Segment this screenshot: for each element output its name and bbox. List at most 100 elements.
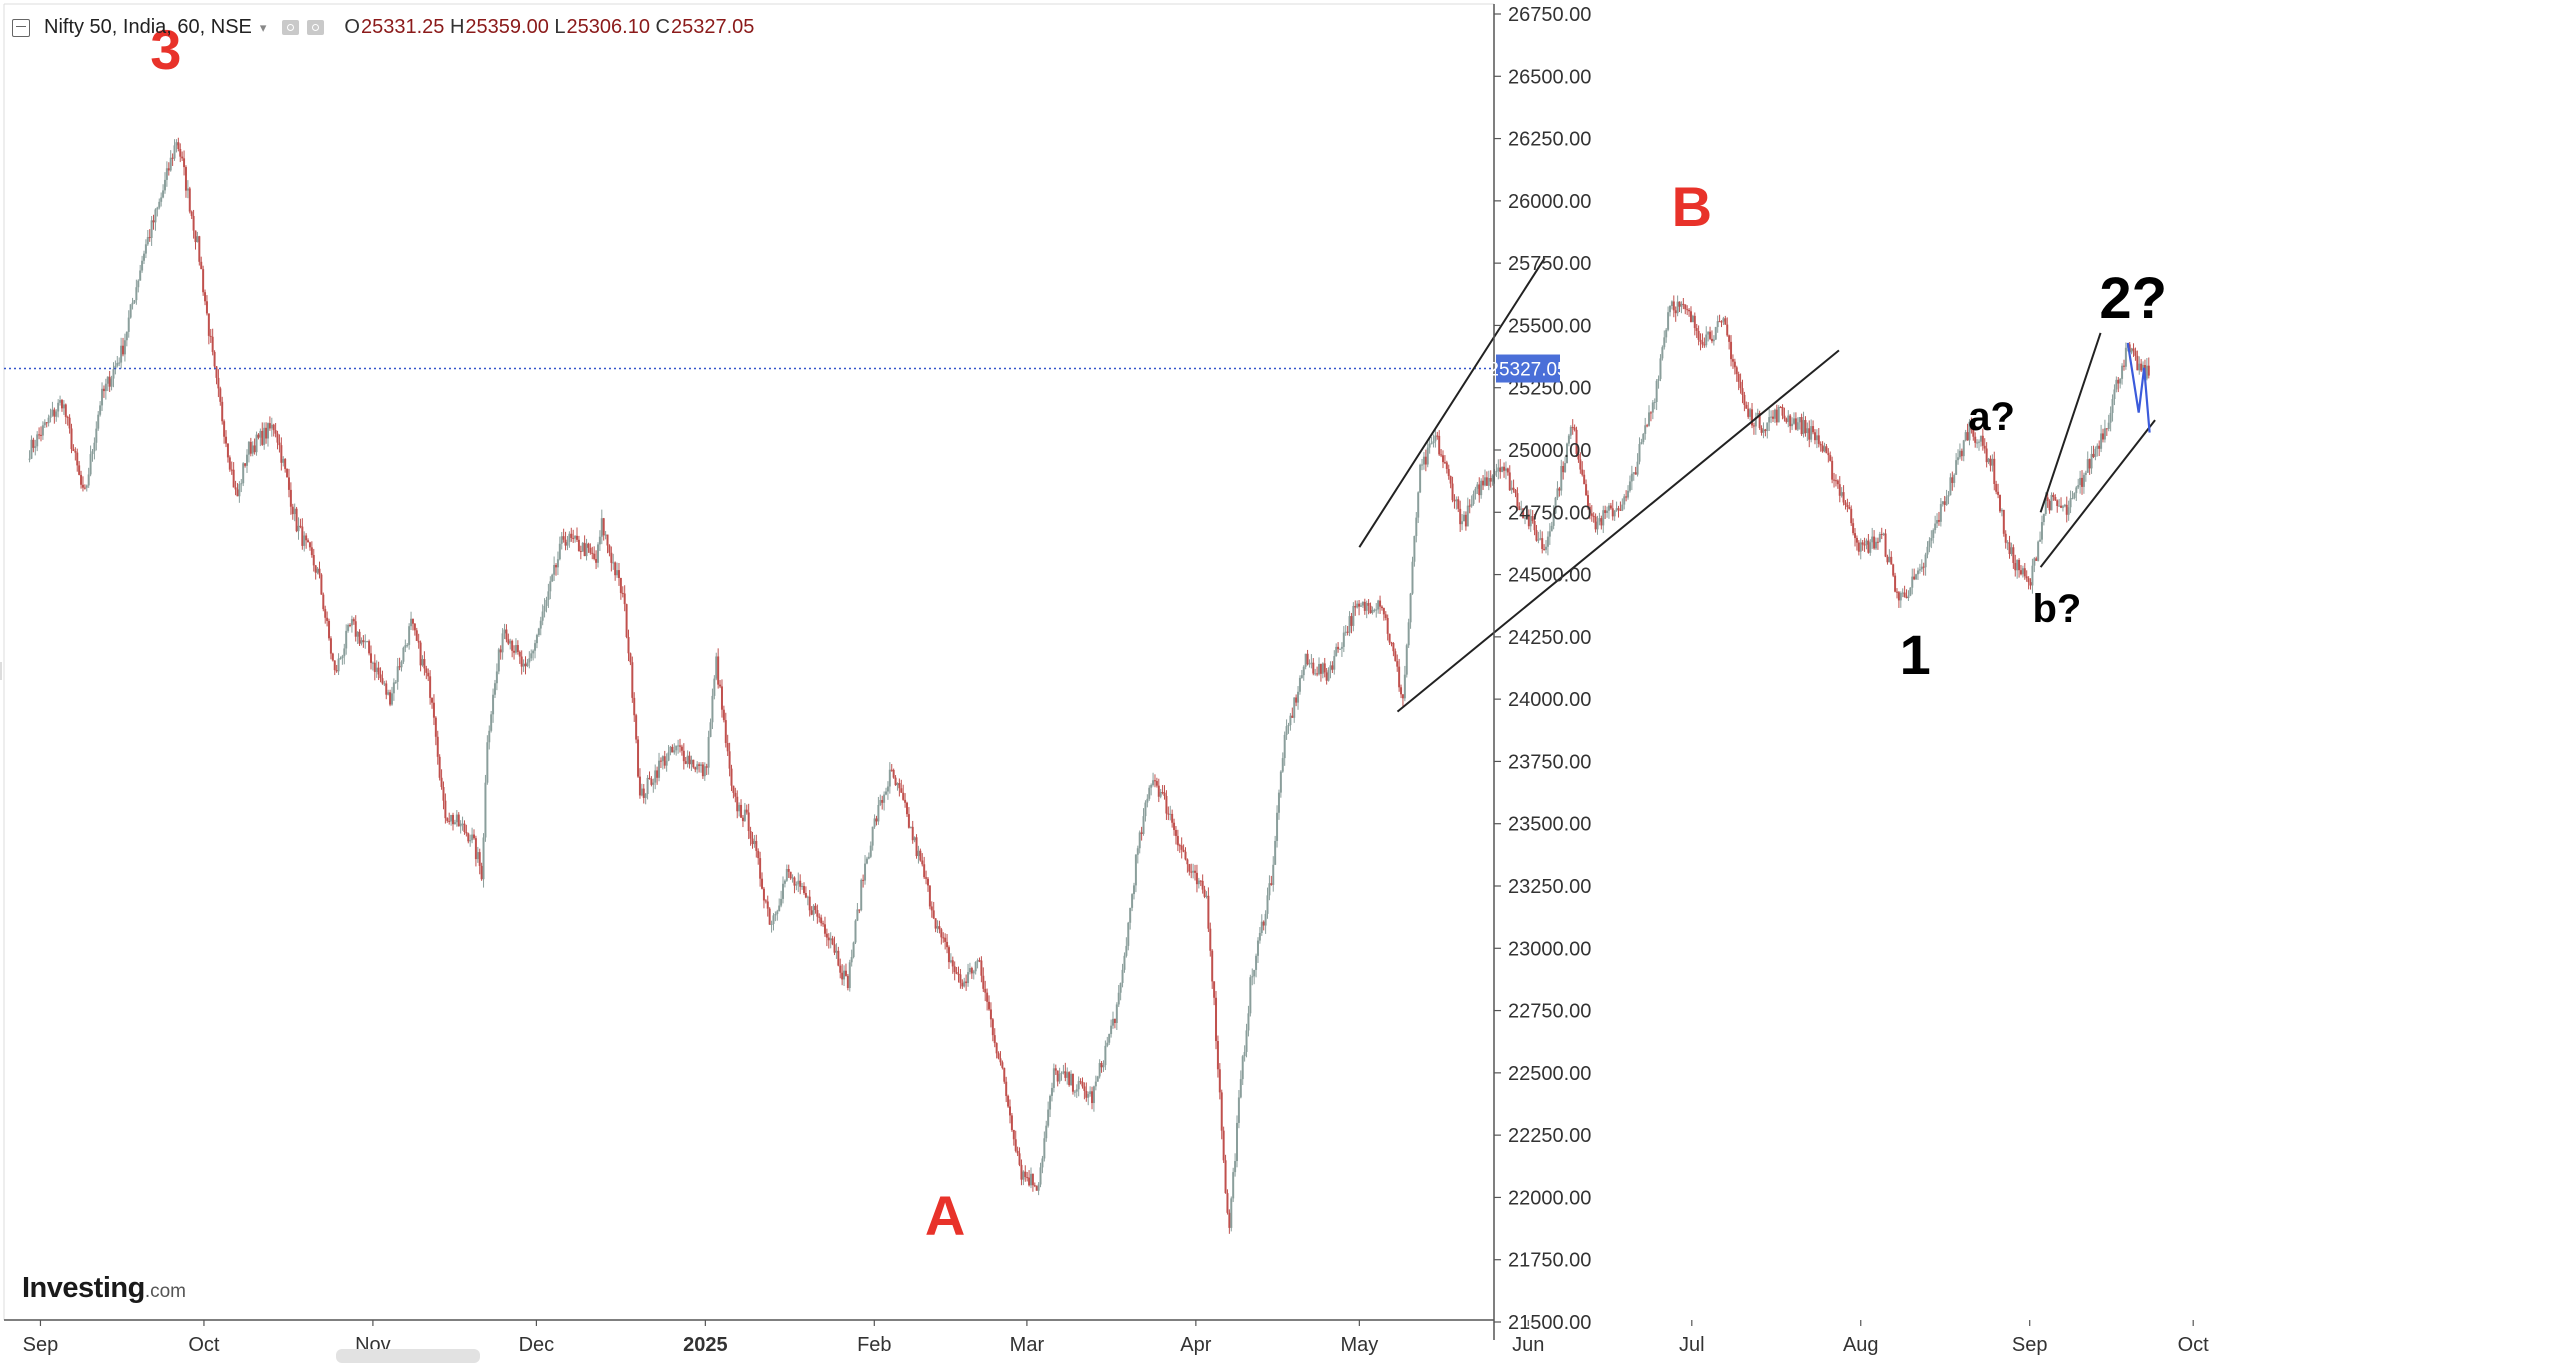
investing-logo[interactable]: Investing.com xyxy=(22,1272,186,1305)
candle-body xyxy=(587,543,590,548)
candle-body xyxy=(858,909,861,911)
candle-body xyxy=(1932,530,1935,538)
candle-body xyxy=(2006,542,2009,544)
candle-body xyxy=(1010,1115,1013,1130)
candle-body xyxy=(1852,523,1855,534)
candle-body xyxy=(1875,541,1878,549)
candle-body xyxy=(1403,674,1406,699)
candle-body xyxy=(1688,309,1691,312)
candle-body xyxy=(617,570,620,578)
wave-label: A xyxy=(925,1184,965,1247)
candle-body xyxy=(2134,350,2137,356)
open-label: O xyxy=(344,16,360,38)
candle-body xyxy=(1388,633,1391,643)
candle-body xyxy=(1062,1071,1065,1073)
projection-path[interactable] xyxy=(2126,342,2151,433)
candle-body xyxy=(1075,1089,1078,1092)
candle-body xyxy=(1947,495,1950,497)
candle-body xyxy=(711,695,714,723)
candle-body xyxy=(686,755,689,764)
candle-body xyxy=(99,405,102,415)
candle-body xyxy=(1476,484,1479,489)
candle-body xyxy=(301,526,304,546)
candle-body xyxy=(850,957,853,963)
candle-body xyxy=(1134,854,1137,886)
candle-body xyxy=(2035,558,2038,561)
candle-body xyxy=(946,941,949,948)
candle-body xyxy=(1810,426,1813,440)
y-tick-label: 24750.00 xyxy=(1508,502,1591,524)
candle-body xyxy=(1300,675,1303,678)
candle-body xyxy=(608,545,611,553)
y-tick-label: 22000.00 xyxy=(1508,1187,1591,1209)
time-scrollbar[interactable] xyxy=(336,1349,480,1363)
candle-body xyxy=(1405,645,1408,675)
candle-body xyxy=(1691,315,1694,323)
candle-body xyxy=(1966,432,1969,441)
candle-body xyxy=(225,436,228,444)
candle-body xyxy=(2138,363,2141,371)
candle-body xyxy=(423,659,426,669)
collapse-icon[interactable] xyxy=(12,18,30,37)
candle-body xyxy=(268,423,271,429)
candle-body xyxy=(1772,416,1775,419)
candle-body xyxy=(806,896,809,898)
candle-body xyxy=(1337,646,1340,650)
candle-body xyxy=(188,188,191,212)
candle-body xyxy=(926,878,929,886)
candle-body xyxy=(1537,539,1540,541)
candle-body xyxy=(1638,443,1641,462)
candle-body xyxy=(875,818,878,822)
candle-body xyxy=(886,786,889,792)
candle-body xyxy=(1705,334,1708,346)
candle-body xyxy=(1989,458,1992,466)
trendline[interactable] xyxy=(2039,332,2102,513)
candle-body xyxy=(1064,1071,1067,1078)
candle-body xyxy=(1792,418,1795,424)
candle-body xyxy=(1401,694,1404,699)
wave-label: 3 xyxy=(150,18,181,81)
candle-body xyxy=(2096,445,2099,449)
plot-area[interactable] xyxy=(3,3,1494,1320)
candle-body xyxy=(186,188,189,191)
candle-body xyxy=(1358,603,1361,607)
eye-icon[interactable] xyxy=(282,20,300,35)
candle-body xyxy=(152,220,155,223)
candle-body xyxy=(602,518,605,536)
candle-body xyxy=(1293,697,1296,718)
left-scale-handle[interactable] xyxy=(0,662,2,680)
candle-body xyxy=(1686,309,1689,311)
candle-body xyxy=(1831,460,1834,480)
x-tick-label: Oct xyxy=(188,1334,220,1356)
candle-body xyxy=(764,900,767,902)
candle-body xyxy=(1396,661,1399,667)
trendline[interactable] xyxy=(1358,257,1546,548)
trendline[interactable] xyxy=(1396,349,1840,713)
candle-body xyxy=(827,937,830,941)
candle-body xyxy=(705,766,708,768)
candle-body xyxy=(841,972,844,980)
candle-body xyxy=(1525,514,1528,518)
settings-icon[interactable] xyxy=(307,20,325,35)
candle-body xyxy=(219,388,222,402)
trendline[interactable] xyxy=(2039,419,2156,568)
candle-body xyxy=(570,533,573,538)
candle-body xyxy=(1131,894,1134,908)
candle-body xyxy=(303,535,306,546)
chevron-down-icon[interactable]: ▾ xyxy=(259,19,267,35)
candle-body xyxy=(1495,470,1498,473)
candle-body xyxy=(501,633,504,653)
symbol-title[interactable]: Nifty 50, India, 60, NSE xyxy=(44,16,252,38)
x-tick-label: Oct xyxy=(2178,1334,2210,1356)
candle-body xyxy=(1056,1070,1059,1082)
candle-body xyxy=(2042,514,2045,523)
candle-body xyxy=(39,434,42,436)
candle-body xyxy=(2098,445,2101,449)
candle-body xyxy=(282,459,285,463)
x-tick-label: Sep xyxy=(23,1334,59,1356)
candle-body xyxy=(404,645,407,648)
candle-body xyxy=(205,301,208,314)
trendlines-layer[interactable] xyxy=(4,257,2156,713)
candle-body xyxy=(1281,758,1284,772)
